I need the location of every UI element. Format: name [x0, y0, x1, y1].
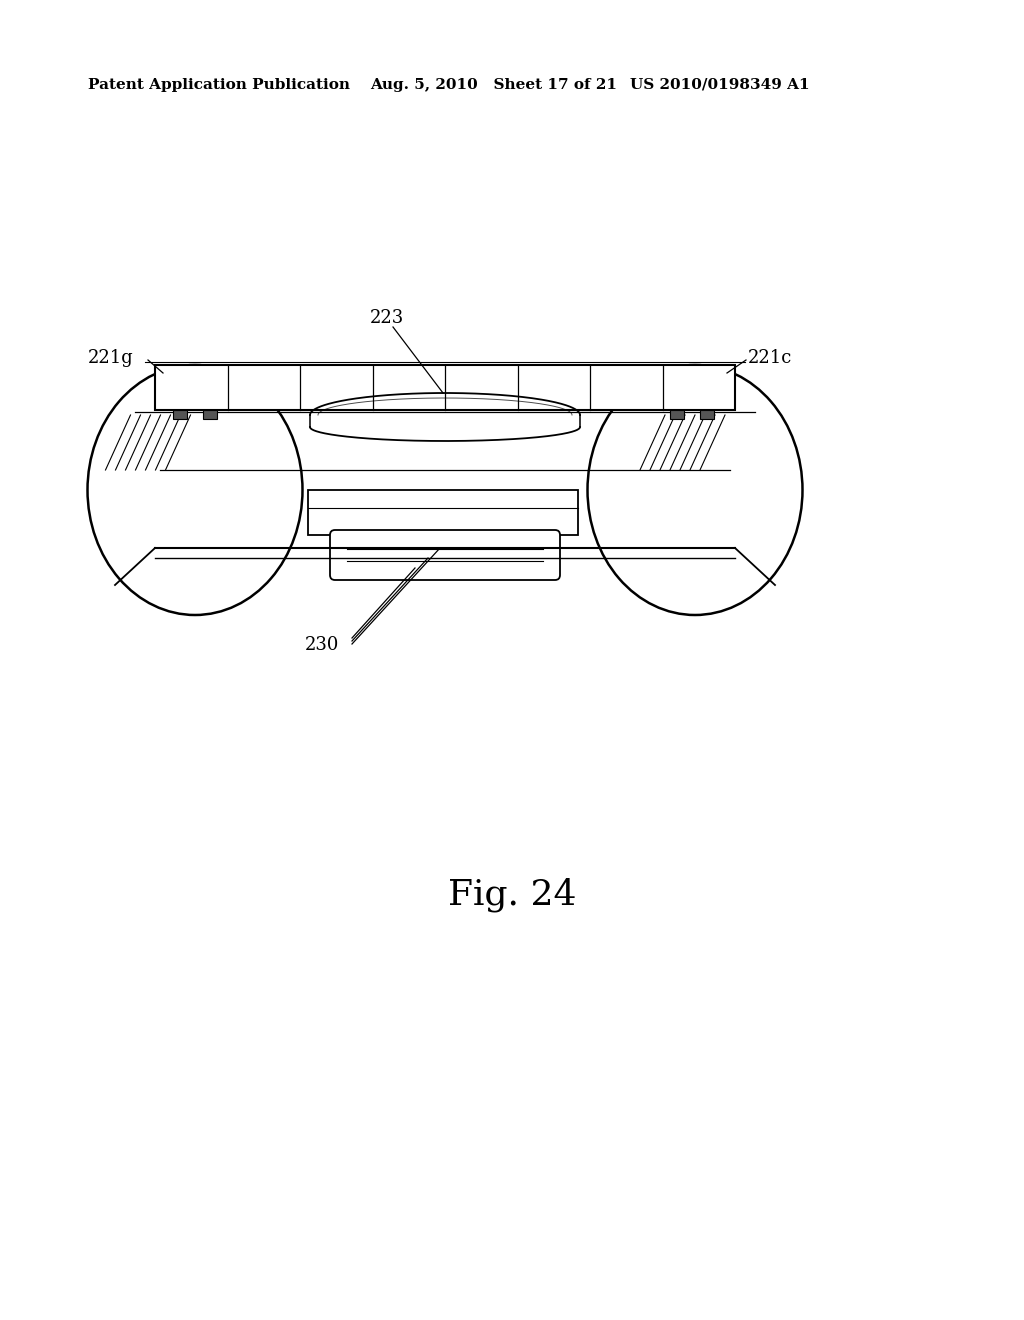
- Bar: [203, 411, 217, 418]
- Text: 221c: 221c: [748, 348, 793, 367]
- Ellipse shape: [588, 366, 803, 615]
- Text: Patent Application Publication: Patent Application Publication: [88, 78, 350, 92]
- Text: 230: 230: [305, 636, 339, 653]
- Text: 223: 223: [370, 309, 404, 327]
- Bar: [155, 366, 735, 411]
- Bar: [670, 411, 684, 418]
- Bar: [700, 411, 714, 418]
- Bar: [308, 490, 578, 535]
- Text: 221g: 221g: [88, 348, 134, 367]
- Bar: [173, 411, 187, 418]
- FancyBboxPatch shape: [330, 531, 560, 579]
- Text: US 2010/0198349 A1: US 2010/0198349 A1: [630, 78, 810, 92]
- Text: Aug. 5, 2010   Sheet 17 of 21: Aug. 5, 2010 Sheet 17 of 21: [370, 78, 617, 92]
- Ellipse shape: [87, 366, 302, 615]
- Text: Fig. 24: Fig. 24: [447, 878, 577, 912]
